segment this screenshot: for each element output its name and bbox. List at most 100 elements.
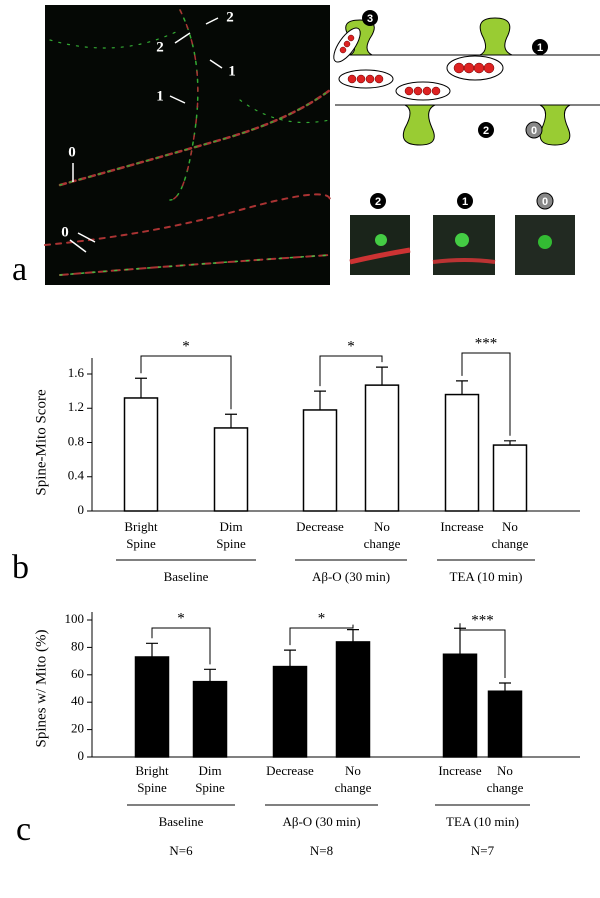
x-tick-label: change (487, 780, 524, 795)
significance-bracket (140, 355, 232, 410)
error-bar (146, 642, 158, 657)
bar (272, 665, 308, 758)
image-annotation: 2 (156, 39, 164, 55)
x-tick-label: Increase (438, 763, 482, 778)
group-label: TEA (10 min) (450, 569, 523, 584)
diagram-label: 1 (537, 42, 543, 54)
x-tick-label: Spine (126, 536, 156, 551)
error-bar (499, 682, 511, 692)
significance-bracket (459, 623, 506, 679)
bar (442, 653, 478, 758)
micrograph (45, 5, 330, 285)
bar (213, 427, 249, 512)
arrows (69, 17, 223, 253)
y-axis-label: Spine-Mito Score (33, 389, 49, 496)
y-tick-label: 20 (71, 721, 84, 736)
x-tick-label: Decrease (296, 519, 344, 534)
x-tick-label: No (345, 763, 361, 778)
y-tick-label: 0 (78, 502, 85, 517)
bar (302, 409, 338, 512)
x-tick-label: Decrease (266, 763, 314, 778)
inset-label: 0 (542, 196, 548, 208)
inset-label: 1 (462, 196, 468, 208)
error-bar (225, 413, 237, 428)
image-annotation: 0 (61, 224, 69, 240)
n-label: N=7 (471, 843, 495, 858)
group-label: Aβ-O (30 min) (312, 569, 390, 584)
significance-bracket (319, 355, 383, 387)
bar (192, 680, 228, 758)
y-tick-label: 80 (71, 638, 84, 653)
image-annotation: 1 (156, 88, 164, 104)
diagram-label: 2 (483, 125, 489, 137)
image-annotation: 0 (68, 144, 76, 160)
error-bar (284, 649, 296, 667)
y-tick-label: 100 (65, 611, 85, 626)
x-tick-label: No (502, 519, 518, 534)
panel-label: c (16, 811, 31, 848)
significance-bracket (289, 624, 354, 646)
n-label: N=8 (310, 843, 333, 858)
x-tick-label: Bright (135, 763, 169, 778)
significance-label: *** (471, 612, 494, 628)
diagram (333, 10, 600, 210)
x-tick-label: Spine (137, 780, 167, 795)
x-tick-label: Dim (198, 763, 221, 778)
x-tick-label: No (374, 519, 390, 534)
error-bar (376, 366, 388, 386)
image-annotation: 2 (226, 9, 234, 25)
x-tick-label: Spine (195, 780, 225, 795)
group-label: Baseline (159, 814, 204, 829)
inset-label: 2 (375, 196, 381, 208)
significance-bracket (461, 352, 511, 436)
x-tick-label: Dim (219, 519, 242, 534)
x-tick-label: change (492, 536, 529, 551)
y-tick-label: 0.4 (68, 468, 85, 483)
error-bar (347, 628, 359, 642)
error-bar (454, 627, 466, 655)
bar (123, 397, 159, 512)
y-tick-label: 0.8 (68, 433, 84, 448)
bar (492, 444, 528, 512)
error-bar (456, 380, 468, 395)
bar (134, 656, 170, 758)
bar (444, 393, 480, 512)
diagram-label: 0 (531, 125, 537, 137)
error-bar (204, 668, 216, 682)
x-tick-label: change (335, 780, 372, 795)
insets (349, 215, 575, 275)
x-tick-label: Bright (124, 519, 158, 534)
n-label: N=6 (169, 843, 193, 858)
group-label: Baseline (164, 569, 209, 584)
group-label: TEA (10 min) (446, 814, 519, 829)
y-tick-label: 40 (71, 693, 84, 708)
x-tick-label: change (364, 536, 401, 551)
error-bar (504, 440, 516, 446)
panel-label: a (12, 251, 27, 288)
significance-label: * (177, 610, 185, 626)
y-tick-label: 60 (71, 666, 84, 681)
error-bar (135, 377, 147, 398)
bar (364, 384, 400, 512)
y-tick-label: 0 (78, 748, 85, 763)
x-tick-label: No (497, 763, 513, 778)
significance-label: * (318, 610, 326, 626)
x-tick-label: Spine (216, 536, 246, 551)
bar (487, 690, 523, 758)
image-annotation: 1 (228, 63, 236, 79)
y-tick-label: 1.6 (68, 365, 85, 380)
bar (335, 641, 371, 758)
diagram-label: 3 (367, 13, 373, 25)
significance-bracket (151, 627, 211, 665)
error-bar (314, 390, 326, 410)
significance-label: *** (475, 335, 498, 351)
x-tick-label: Increase (440, 519, 484, 534)
dendrites (44, 9, 332, 276)
significance-label: * (182, 338, 190, 354)
y-tick-label: 1.2 (68, 399, 84, 414)
significance-label: * (347, 338, 355, 354)
panel-label: b (12, 549, 29, 586)
y-axis-label: Spines w/ Mito (%) (33, 630, 49, 748)
group-label: Aβ-O (30 min) (282, 814, 360, 829)
